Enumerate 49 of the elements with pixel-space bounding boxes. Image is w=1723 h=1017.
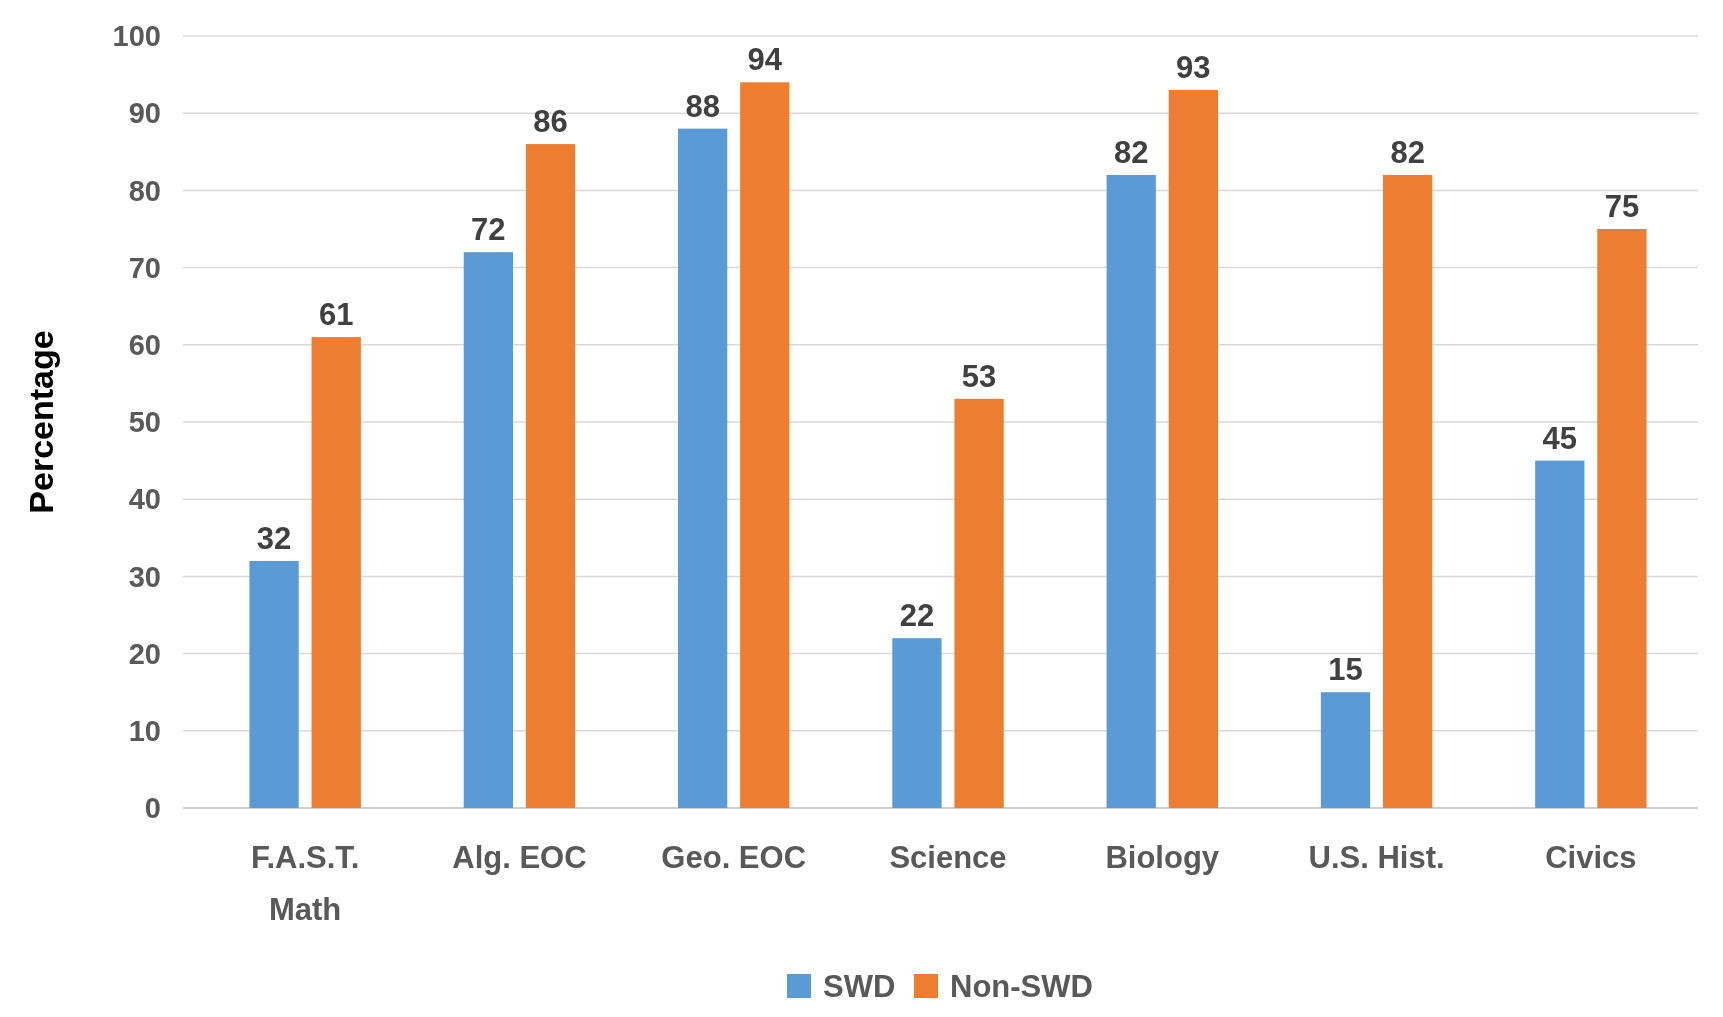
data-label: 61: [318, 297, 354, 333]
x-tick-label: F.A.S.T. Math: [250, 840, 360, 927]
data-label: 93: [1176, 50, 1211, 86]
y-tick-label: 0: [144, 792, 161, 825]
bar: [1106, 174, 1156, 808]
y-tick-label: 50: [128, 406, 161, 439]
y-tick-label: 30: [128, 560, 161, 593]
y-tick-label: 20: [128, 637, 161, 670]
data-label: 86: [533, 104, 568, 140]
bar: [463, 252, 513, 808]
data-label: 75: [1604, 189, 1640, 224]
y-tick-label: 60: [128, 328, 161, 361]
x-tick-label: Science: [889, 840, 1007, 875]
y-axis-title: Percentage: [22, 330, 60, 514]
legend-label: Non-SWD: [950, 968, 1093, 1004]
data-label: 82: [1113, 134, 1149, 170]
data-label: 88: [685, 88, 720, 124]
y-tick-label: 80: [128, 174, 161, 207]
bar: [954, 398, 1004, 808]
data-label: 15: [1328, 652, 1363, 688]
bar: [1535, 460, 1585, 808]
x-tick-label: Civics: [1545, 840, 1637, 875]
bar: [1320, 692, 1371, 808]
y-tick-label: 70: [128, 251, 161, 284]
y-tick-label: 100: [112, 20, 161, 53]
data-label: 32: [256, 520, 292, 556]
x-tick-label: Biology: [1105, 840, 1220, 875]
data-label: 22: [899, 598, 935, 634]
data-label: 53: [961, 358, 997, 394]
bar: [525, 144, 576, 808]
data-label: 94: [747, 42, 783, 78]
bar: [892, 638, 942, 808]
bar: [678, 128, 728, 808]
bar: [249, 560, 299, 808]
bar: [1597, 229, 1647, 808]
legend-label: SWD: [823, 968, 896, 1004]
x-tick-label: Geo. EOC: [661, 840, 807, 875]
data-label: 45: [1542, 420, 1578, 456]
bar: [740, 82, 790, 808]
x-tick-label: U.S. Hist.: [1308, 840, 1445, 875]
bar: [1383, 174, 1433, 808]
bar: [1168, 90, 1218, 808]
data-label: 82: [1390, 134, 1425, 170]
y-tick-label: 10: [128, 714, 161, 747]
data-label: 72: [471, 212, 506, 248]
y-tick-label: 40: [128, 483, 161, 516]
x-tick-label: Alg. EOC: [452, 840, 587, 875]
bar: [311, 337, 361, 808]
y-tick-label: 90: [128, 97, 161, 130]
